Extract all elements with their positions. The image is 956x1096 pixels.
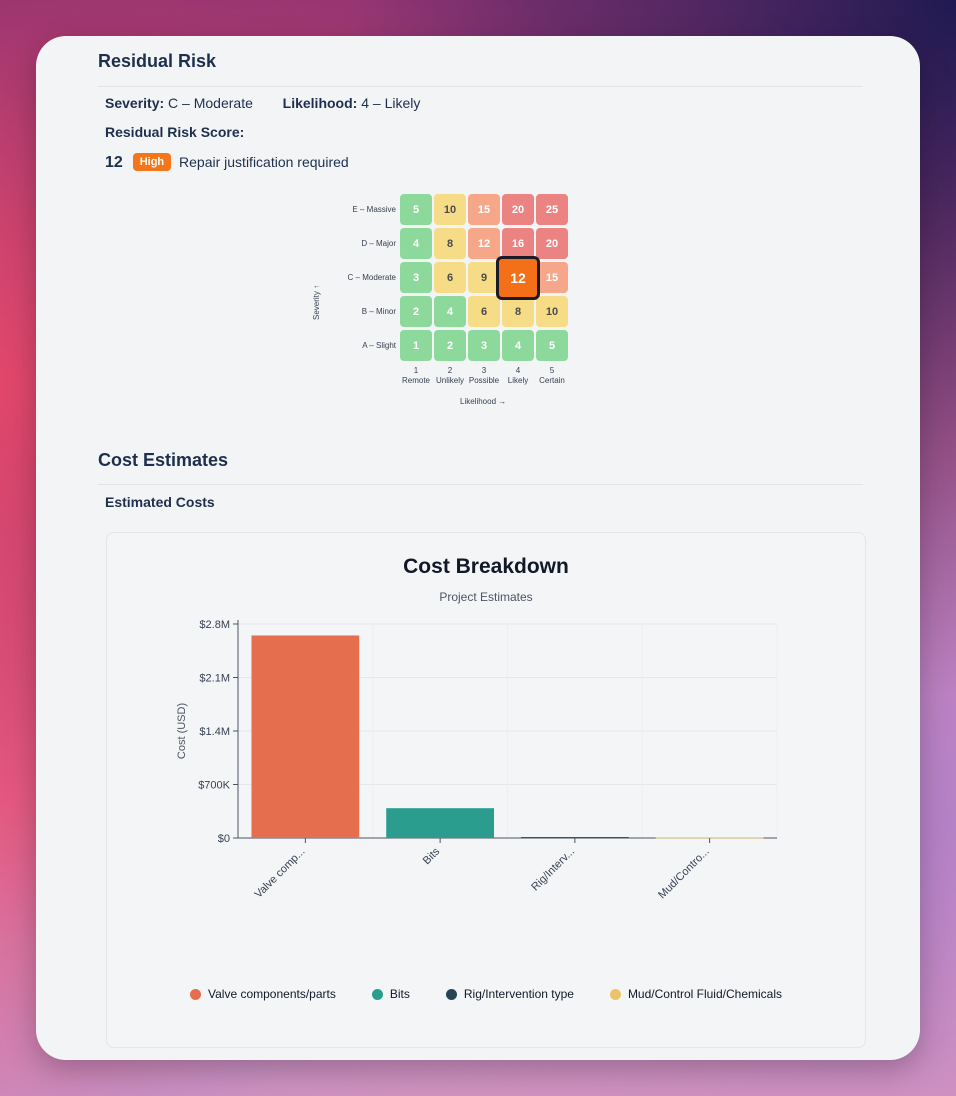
matrix-row-label: B – Minor: [361, 307, 396, 316]
score-label-row: Residual Risk Score:: [105, 124, 244, 140]
matrix-cell: 10: [536, 296, 568, 327]
matrix-cell: 16: [502, 228, 534, 259]
risk-score-value: 12: [105, 154, 123, 171]
x-tick-label: Rig/Interv...: [529, 846, 577, 894]
matrix-cell: 4: [400, 228, 432, 259]
severity-likelihood-row: Severity: C – Moderate Likelihood: 4 – L…: [105, 95, 420, 111]
matrix-cell: 6: [434, 262, 466, 293]
matrix-cell: 20: [502, 194, 534, 225]
matrix-cell: 5: [400, 194, 432, 225]
matrix-row-label: D – Major: [361, 239, 396, 248]
y-tick-label: $700K: [198, 780, 230, 792]
x-tick-label: Bits: [421, 845, 443, 867]
severity-label: Severity:: [105, 95, 165, 111]
main-card: Residual Risk Severity: C – Moderate Lik…: [36, 36, 920, 1060]
matrix-cell: 20: [536, 228, 568, 259]
legend-label: Mud/Control Fluid/Chemicals: [627, 987, 782, 1001]
matrix-row-label: E – Massive: [352, 205, 396, 214]
matrix-cell: 9: [468, 262, 500, 293]
legend-dot-icon: [190, 988, 201, 1000]
matrix-y-axis-title: Severity ↑: [312, 284, 321, 320]
matrix-cell: 15: [468, 194, 500, 225]
matrix-cell: 12: [468, 228, 500, 259]
likelihood-label: Likelihood:: [282, 95, 358, 111]
y-tick-label: $2.8M: [199, 619, 230, 631]
legend-dot-icon: [609, 988, 621, 1000]
matrix-cell: 15: [536, 262, 568, 293]
cost-bar-chart: $0 $700K $1.4M $2.1M $2.8M Valve comp... Bits R…: [176, 619, 778, 902]
divider: [98, 484, 863, 485]
matrix-cell: 8: [502, 296, 534, 327]
matrix-col-label: 3 Possible: [468, 366, 500, 385]
risk-level-badge: High: [132, 153, 172, 171]
matrix-row-label: C – Moderate: [347, 273, 396, 282]
legend-item[interactable]: Mud/Control Fluid/Chemicals: [609, 987, 782, 1001]
residual-score-label: Residual Risk Score:: [105, 124, 245, 140]
chart-subtitle: Project Estimates: [439, 590, 533, 604]
bar-3: [520, 837, 629, 839]
matrix-cell: 6: [468, 296, 500, 327]
chart-title: Cost Breakdown: [403, 555, 569, 578]
matrix-cell: 3: [468, 330, 500, 361]
matrix-cell: 1: [400, 330, 432, 361]
matrix-cell: 25: [536, 194, 568, 225]
legend-item[interactable]: Valve components/parts: [190, 987, 336, 1001]
legend-item[interactable]: Rig/Intervention type: [445, 987, 574, 1001]
legend-dot-icon: [371, 988, 383, 1000]
matrix-col-label: 4 Likely: [507, 366, 529, 385]
y-tick-label: $0: [218, 833, 230, 845]
matrix-x-axis-title: Likelihood →: [460, 397, 507, 406]
matrix-cell: 3: [400, 262, 432, 293]
matrix-cell-selected: 12: [496, 256, 540, 300]
y-tick-label: $2.1M: [199, 673, 230, 685]
severity-value: C – Moderate: [168, 95, 253, 111]
divider: [98, 86, 863, 87]
matrix-cell: 4: [502, 330, 534, 361]
matrix-col-label: 2 Unlikely: [435, 366, 464, 385]
score-row: 12 High Repair justification required: [105, 153, 349, 172]
residual-risk-title: Residual Risk: [98, 51, 217, 71]
legend-item[interactable]: Bits: [371, 987, 410, 1001]
cost-chart-card: $0 $700K $1.4M $2.1M $2.8M Valve comp... Bits R…: [106, 532, 866, 1048]
estimated-costs-heading: Estimated Costs: [105, 494, 215, 510]
legend-label: Rig/Intervention type: [463, 987, 574, 1001]
cost-estimates-title: Cost Estimates: [98, 450, 229, 470]
legend-label: Valve components/parts: [208, 987, 336, 1001]
bar-1: [251, 635, 360, 838]
matrix-col-label: 1 Remote: [401, 366, 430, 385]
legend-dot-icon: [445, 988, 457, 1000]
likelihood-value: 4 – Likely: [361, 95, 421, 111]
matrix-col-label: 5 Certain: [539, 366, 565, 385]
matrix-cell: 5: [536, 330, 568, 361]
matrix-row-label: A – Slight: [362, 341, 396, 350]
bar-4: [655, 837, 764, 839]
y-tick-label: $1.4M: [199, 726, 230, 738]
x-tick-label: Mud/Contro...: [656, 846, 712, 902]
legend-label: Bits: [389, 987, 410, 1001]
bar-2: [386, 808, 495, 838]
matrix-cell: 2: [400, 296, 432, 327]
matrix-cell: 8: [434, 228, 466, 259]
matrix-cell: 4: [434, 296, 466, 327]
x-tick-label: Valve comp...: [252, 846, 307, 901]
matrix-cell: 10: [434, 194, 466, 225]
y-axis-title: Cost (USD): [176, 703, 188, 759]
risk-matrix: E – Massive 5 10 15 20 25 D – Major 4 8 12 16 20 C –…: [306, 192, 606, 412]
chart-legend: Valve components/parts Bits Rig/Interventi…: [107, 987, 865, 1001]
matrix-cell: 2: [434, 330, 466, 361]
risk-note: Repair justification required: [179, 154, 349, 170]
